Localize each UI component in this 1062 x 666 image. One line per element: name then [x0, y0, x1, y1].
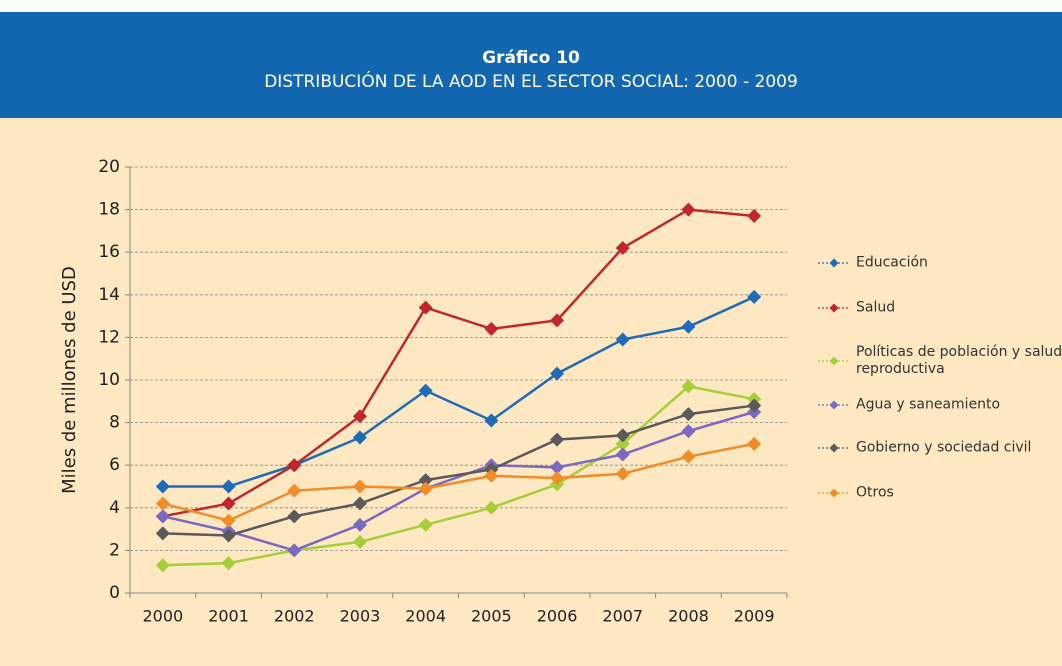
- data-point: [418, 300, 433, 315]
- y-tick-label: 10: [98, 370, 120, 390]
- data-point: [550, 313, 565, 328]
- y-tick-label: 12: [98, 327, 120, 347]
- data-point: [418, 481, 433, 496]
- x-tick-label: 2006: [537, 607, 578, 626]
- data-point: [221, 496, 236, 511]
- y-tick-label: 2: [109, 540, 120, 560]
- data-point: [221, 513, 236, 528]
- data-point: [484, 321, 499, 336]
- data-point: [615, 436, 630, 451]
- data-point: [681, 424, 696, 439]
- data-point: [352, 534, 367, 549]
- x-tick-label: 2002: [274, 607, 315, 626]
- series-line: [162, 442, 755, 522]
- legend-marker: [829, 303, 839, 313]
- y-tick-label: 14: [98, 285, 120, 305]
- legend-label: Agua y saneamiento: [856, 396, 1001, 413]
- x-tick-label: 2007: [602, 607, 643, 626]
- data-point: [484, 468, 499, 483]
- data-point: [550, 432, 565, 447]
- y-tick-label: 18: [98, 200, 120, 220]
- chart-title: Gráfico 10: [482, 48, 580, 68]
- data-point: [747, 398, 762, 413]
- data-point: [615, 428, 630, 443]
- data-point: [747, 436, 762, 451]
- data-point: [615, 332, 630, 347]
- legend-marker: [829, 488, 839, 498]
- data-point: [352, 479, 367, 494]
- series-line: [162, 410, 755, 552]
- data-point: [221, 556, 236, 571]
- data-point: [352, 517, 367, 532]
- series-line: [162, 208, 755, 518]
- data-point: [681, 202, 696, 217]
- legend-marker: [829, 443, 839, 453]
- data-point: [352, 496, 367, 511]
- x-tick-label: 2009: [734, 607, 775, 626]
- x-tick-label: 2001: [208, 607, 249, 626]
- data-point: [287, 458, 302, 473]
- data-point: [352, 430, 367, 445]
- series-line: [162, 404, 755, 537]
- series-line: [162, 295, 755, 488]
- data-point: [550, 366, 565, 381]
- data-point: [615, 466, 630, 481]
- data-point: [287, 509, 302, 524]
- y-tick-label: 0: [109, 583, 120, 603]
- data-point: [681, 407, 696, 422]
- y-tick-label: 6: [109, 455, 120, 475]
- data-point: [747, 289, 762, 304]
- data-point: [287, 483, 302, 498]
- data-point: [155, 526, 170, 541]
- data-point: [418, 473, 433, 488]
- data-point: [418, 383, 433, 398]
- y-axis-label: Miles de millones de USD: [59, 266, 80, 494]
- data-point: [155, 479, 170, 494]
- data-point: [484, 500, 499, 515]
- data-point: [287, 543, 302, 558]
- data-point: [155, 558, 170, 573]
- data-point: [221, 479, 236, 494]
- x-tick-label: 2005: [471, 607, 512, 626]
- legend-marker: [829, 400, 839, 410]
- legend-label: Políticas de población y salud reproduct…: [856, 344, 1062, 377]
- data-point: [418, 517, 433, 532]
- data-point: [681, 379, 696, 394]
- data-point: [484, 413, 499, 428]
- data-point: [352, 409, 367, 424]
- x-tick-label: 2008: [668, 607, 709, 626]
- legend-marker: [829, 356, 839, 366]
- legend-marker: [829, 258, 839, 268]
- data-point: [615, 240, 630, 255]
- legend-label: Salud: [856, 299, 896, 316]
- y-tick-label: 16: [98, 242, 120, 262]
- data-point: [615, 447, 630, 462]
- legend-label: Educación: [856, 254, 928, 271]
- header-band: [0, 12, 1062, 118]
- series-line: [162, 385, 755, 567]
- data-point: [550, 470, 565, 485]
- legend-label: Gobierno y sociedad civil: [856, 439, 1032, 456]
- x-tick-label: 2000: [142, 607, 183, 626]
- data-point: [550, 460, 565, 475]
- legend-label: Otros: [856, 484, 894, 501]
- data-point: [681, 449, 696, 464]
- data-point: [221, 528, 236, 543]
- y-tick-label: 4: [109, 498, 120, 518]
- data-point: [155, 496, 170, 511]
- data-point: [155, 509, 170, 524]
- x-tick-label: 2003: [340, 607, 381, 626]
- data-point: [681, 319, 696, 334]
- data-point: [747, 208, 762, 223]
- y-tick-label: 20: [98, 157, 120, 177]
- y-tick-label: 8: [109, 413, 120, 433]
- x-tick-label: 2004: [405, 607, 446, 626]
- chart-subtitle: DISTRIBUCIÓN DE LA AOD EN EL SECTOR SOCI…: [264, 70, 798, 92]
